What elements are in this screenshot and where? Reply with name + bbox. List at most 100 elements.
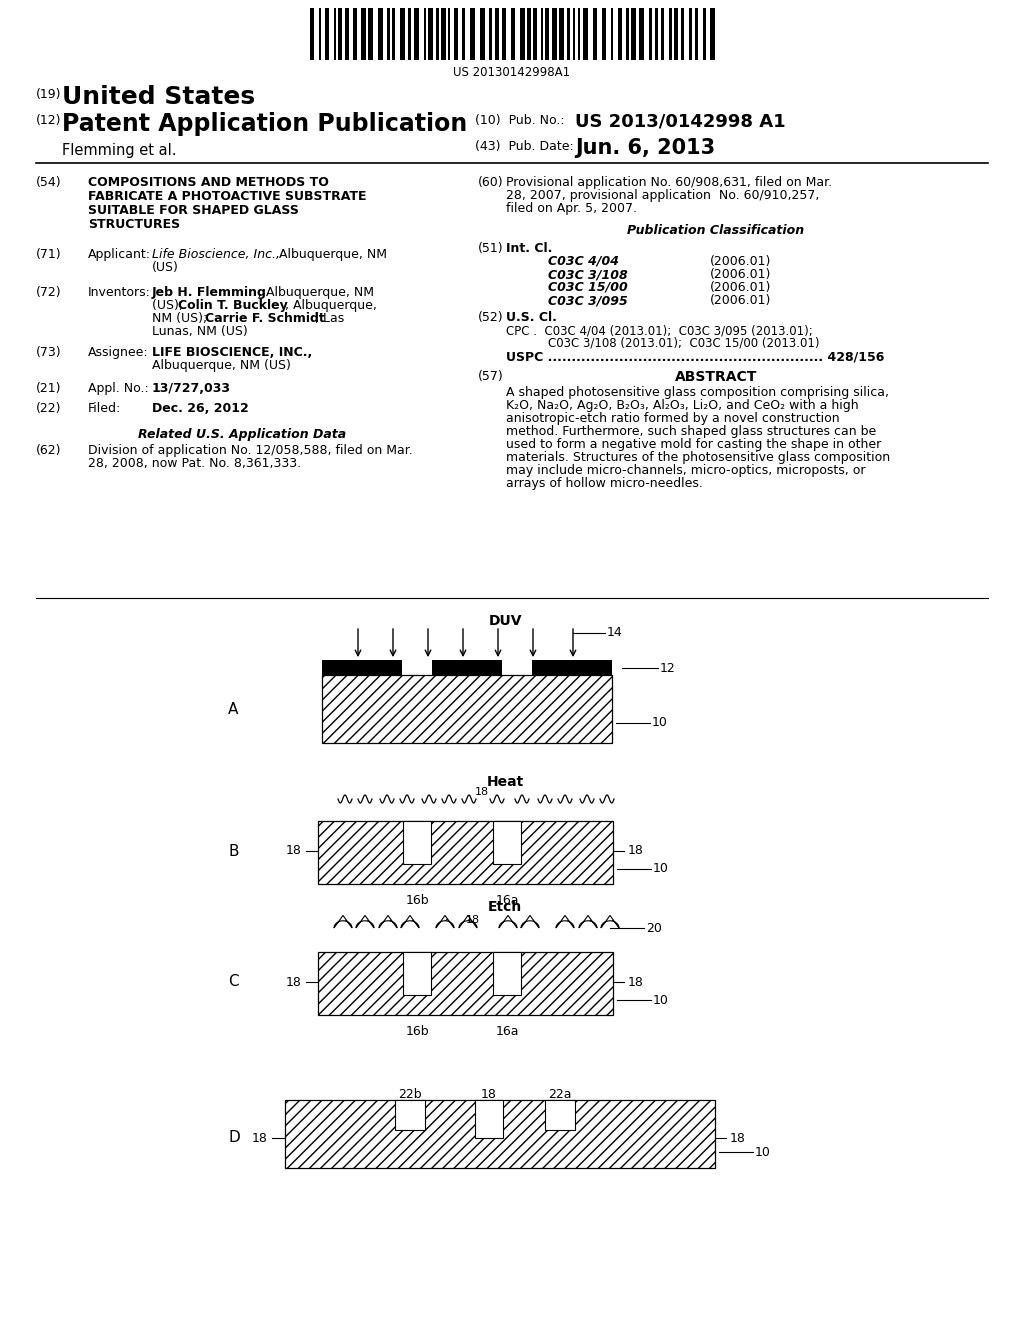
Bar xyxy=(573,8,575,59)
Text: 18: 18 xyxy=(286,845,302,858)
Bar xyxy=(432,660,502,675)
Text: DUV: DUV xyxy=(488,614,522,628)
Bar xyxy=(527,8,531,59)
Polygon shape xyxy=(436,915,454,928)
Bar xyxy=(436,8,439,59)
Text: (52): (52) xyxy=(478,312,504,323)
Bar xyxy=(414,8,419,59)
Text: Heat: Heat xyxy=(486,775,523,789)
Bar xyxy=(441,8,446,59)
Text: Dec. 26, 2012: Dec. 26, 2012 xyxy=(152,403,249,414)
Polygon shape xyxy=(521,915,539,928)
Text: used to form a negative mold for casting the shape in other: used to form a negative mold for casting… xyxy=(506,438,882,451)
Text: (2006.01): (2006.01) xyxy=(710,255,771,268)
Bar xyxy=(462,8,465,59)
Text: 18: 18 xyxy=(475,787,489,797)
Polygon shape xyxy=(579,915,597,928)
Text: C: C xyxy=(228,974,239,990)
Text: 22a: 22a xyxy=(548,1088,571,1101)
Bar xyxy=(322,675,612,743)
Bar xyxy=(552,8,557,59)
Text: 12: 12 xyxy=(660,661,676,675)
Text: filed on Apr. 5, 2007.: filed on Apr. 5, 2007. xyxy=(506,202,637,215)
Text: Patent Application Publication: Patent Application Publication xyxy=(62,112,467,136)
Text: Jun. 6, 2013: Jun. 6, 2013 xyxy=(575,139,715,158)
Text: 10: 10 xyxy=(652,717,668,730)
Polygon shape xyxy=(334,915,352,928)
Text: 18: 18 xyxy=(730,1131,745,1144)
Bar xyxy=(489,8,492,59)
Bar xyxy=(392,8,395,59)
Bar xyxy=(325,8,329,59)
Polygon shape xyxy=(601,915,618,928)
Text: 18: 18 xyxy=(481,1088,497,1101)
Text: (57): (57) xyxy=(478,370,504,383)
Text: (43)  Pub. Date:: (43) Pub. Date: xyxy=(475,140,573,153)
Bar xyxy=(361,8,366,59)
Text: Assignee:: Assignee: xyxy=(88,346,148,359)
Text: C03C 3/108: C03C 3/108 xyxy=(548,268,628,281)
Bar xyxy=(567,8,570,59)
Bar xyxy=(387,8,390,59)
Text: Etch: Etch xyxy=(487,900,522,913)
Bar xyxy=(495,8,499,59)
Bar xyxy=(310,8,314,59)
Text: COMPOSITIONS AND METHODS TO: COMPOSITIONS AND METHODS TO xyxy=(88,176,329,189)
Bar xyxy=(631,8,636,59)
Text: A: A xyxy=(228,701,239,717)
Bar xyxy=(403,952,431,995)
Bar xyxy=(338,8,342,59)
Text: U.S. Cl.: U.S. Cl. xyxy=(506,312,557,323)
Text: arrays of hollow micro-needles.: arrays of hollow micro-needles. xyxy=(506,477,702,490)
Bar xyxy=(493,821,521,865)
Bar xyxy=(318,821,613,884)
Bar xyxy=(424,8,426,59)
Text: C03C 4/04: C03C 4/04 xyxy=(548,255,618,268)
Bar xyxy=(695,8,698,59)
Polygon shape xyxy=(556,915,574,928)
Text: FABRICATE A PHOTOACTIVE SUBSTRATE: FABRICATE A PHOTOACTIVE SUBSTRATE xyxy=(88,190,367,203)
Text: United States: United States xyxy=(62,84,255,110)
Text: Provisional application No. 60/908,631, filed on Mar.: Provisional application No. 60/908,631, … xyxy=(506,176,833,189)
Bar xyxy=(368,8,373,59)
Text: Filed:: Filed: xyxy=(88,403,121,414)
Text: (73): (73) xyxy=(36,346,61,359)
Text: 18: 18 xyxy=(628,975,644,989)
Text: Life Bioscience, Inc.,: Life Bioscience, Inc., xyxy=(152,248,280,261)
Bar xyxy=(545,1100,575,1130)
Bar xyxy=(534,8,537,59)
Text: 16b: 16b xyxy=(406,894,429,907)
Text: 16b: 16b xyxy=(406,1026,429,1038)
Text: Albuquerque, NM: Albuquerque, NM xyxy=(275,248,387,261)
Text: (21): (21) xyxy=(36,381,61,395)
Bar xyxy=(285,1100,715,1168)
Bar xyxy=(334,8,336,59)
Text: , Las: , Las xyxy=(315,312,344,325)
Polygon shape xyxy=(379,915,397,928)
Bar xyxy=(639,8,644,59)
Text: C03C 3/108 (2013.01);  C03C 15/00 (2013.01): C03C 3/108 (2013.01); C03C 15/00 (2013.0… xyxy=(548,337,819,350)
Text: Division of application No. 12/058,588, filed on Mar.: Division of application No. 12/058,588, … xyxy=(88,444,413,457)
Bar xyxy=(353,8,357,59)
Text: A shaped photosensitive glass composition comprising silica,: A shaped photosensitive glass compositio… xyxy=(506,385,889,399)
Text: B: B xyxy=(228,843,239,858)
Text: (10)  Pub. No.:: (10) Pub. No.: xyxy=(475,114,564,127)
Bar xyxy=(618,8,622,59)
Polygon shape xyxy=(459,915,477,928)
Bar xyxy=(578,8,580,59)
Bar xyxy=(649,8,652,59)
Bar xyxy=(493,952,521,995)
Text: 22b: 22b xyxy=(398,1088,422,1101)
Text: LIFE BIOSCIENCE, INC.,: LIFE BIOSCIENCE, INC., xyxy=(152,346,312,359)
Text: (12): (12) xyxy=(36,114,61,127)
Bar xyxy=(689,8,692,59)
Polygon shape xyxy=(356,915,374,928)
Bar xyxy=(681,8,684,59)
Text: C03C 3/095: C03C 3/095 xyxy=(548,294,628,308)
Text: (22): (22) xyxy=(36,403,61,414)
Text: D: D xyxy=(228,1130,240,1146)
Bar xyxy=(532,660,612,675)
Bar xyxy=(602,8,606,59)
Bar xyxy=(378,8,383,59)
Text: (US): (US) xyxy=(152,261,179,275)
